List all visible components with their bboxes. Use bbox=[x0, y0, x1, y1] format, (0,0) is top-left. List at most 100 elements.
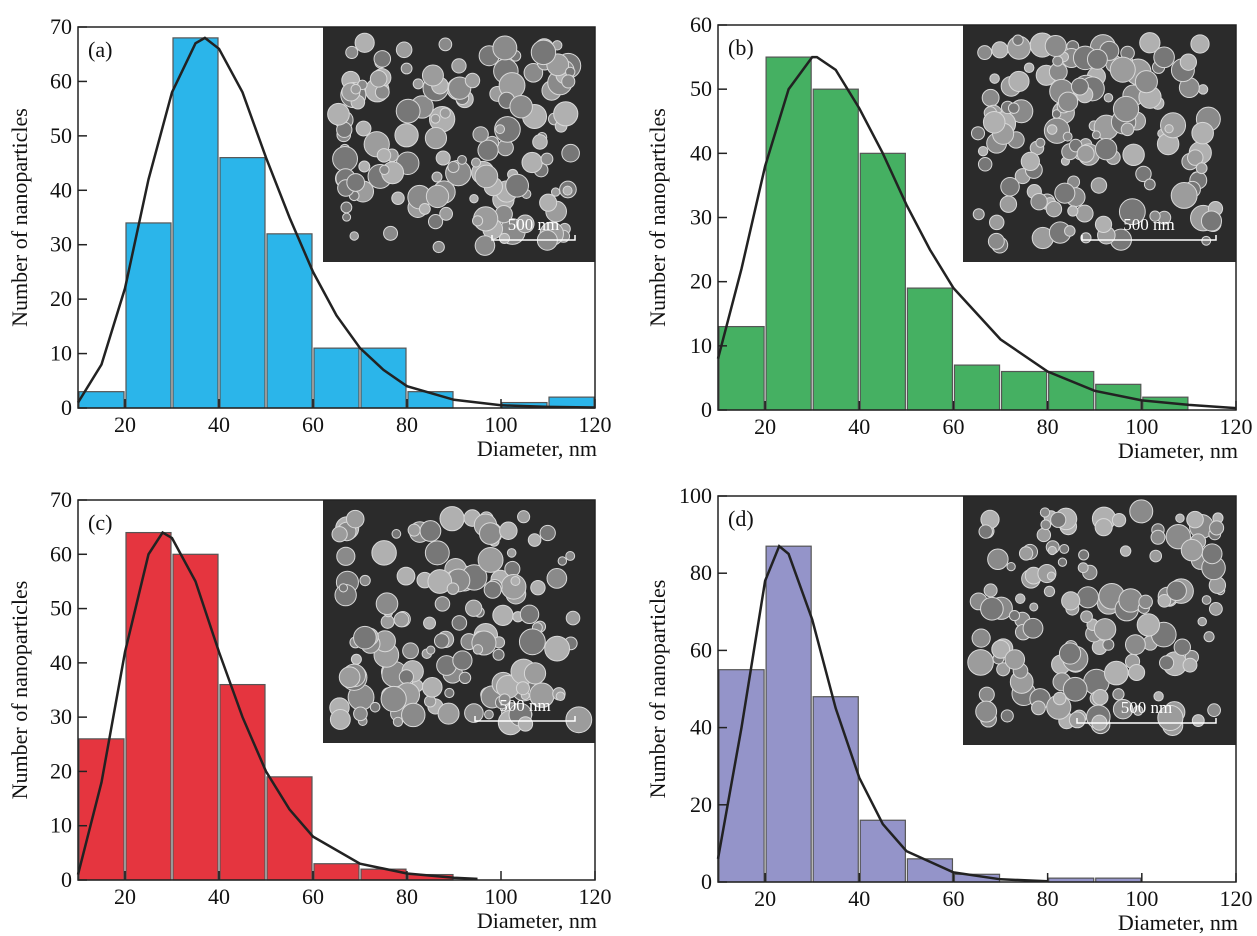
particle bbox=[380, 685, 407, 713]
particle bbox=[474, 164, 499, 189]
particle bbox=[989, 73, 1000, 84]
y-tick-label: 40 bbox=[50, 177, 72, 202]
particle bbox=[991, 41, 1009, 59]
particle bbox=[970, 126, 986, 141]
particle bbox=[1000, 176, 1020, 197]
particle bbox=[446, 582, 460, 595]
particle bbox=[492, 648, 505, 661]
particle bbox=[451, 58, 467, 74]
x-tick-label: 20 bbox=[114, 412, 136, 437]
particle bbox=[527, 533, 542, 547]
particle bbox=[1061, 591, 1081, 611]
particle bbox=[1103, 92, 1114, 103]
particle bbox=[1047, 545, 1057, 556]
particle bbox=[1020, 151, 1040, 172]
particle bbox=[407, 523, 421, 537]
particle bbox=[438, 37, 453, 52]
bar bbox=[360, 347, 407, 409]
particle bbox=[471, 215, 484, 227]
particle bbox=[1175, 513, 1185, 523]
bar bbox=[859, 819, 906, 883]
particle bbox=[1030, 193, 1048, 211]
panel-label: (b) bbox=[728, 35, 754, 60]
particle bbox=[1191, 121, 1214, 145]
particle bbox=[421, 64, 444, 87]
particle bbox=[1207, 703, 1221, 718]
particle bbox=[1091, 130, 1101, 140]
particle bbox=[353, 706, 368, 722]
particle bbox=[391, 191, 405, 205]
particle bbox=[447, 160, 460, 174]
particle bbox=[1119, 545, 1132, 557]
particle bbox=[1182, 657, 1198, 673]
particle bbox=[1059, 543, 1070, 554]
particle bbox=[557, 556, 568, 566]
particle bbox=[478, 522, 502, 545]
y-axis-label: Number of nanoparticles bbox=[645, 108, 670, 327]
particle bbox=[1112, 699, 1134, 720]
particle bbox=[565, 706, 593, 734]
particle bbox=[1157, 704, 1184, 731]
x-tick-label: 40 bbox=[208, 412, 230, 437]
particle bbox=[469, 193, 479, 204]
particle bbox=[983, 583, 998, 598]
particle bbox=[1173, 638, 1191, 656]
particle bbox=[1197, 84, 1209, 95]
x-tick-label: 40 bbox=[208, 884, 230, 909]
particle bbox=[350, 83, 362, 95]
particle bbox=[1208, 601, 1223, 616]
x-tick-label: 80 bbox=[396, 412, 418, 437]
particle bbox=[395, 98, 421, 124]
y-tick-label: 10 bbox=[50, 813, 72, 838]
particle bbox=[1180, 538, 1204, 562]
plot-frame bbox=[77, 26, 596, 409]
plot-frame bbox=[77, 499, 596, 881]
particle bbox=[1057, 557, 1068, 567]
particle bbox=[1197, 616, 1207, 627]
particle bbox=[472, 644, 484, 655]
fit-curve bbox=[716, 55, 1237, 410]
particle bbox=[518, 628, 546, 656]
y-tick-label: 0 bbox=[701, 869, 712, 894]
particle bbox=[991, 639, 1011, 659]
particle bbox=[499, 521, 518, 540]
bar bbox=[313, 863, 360, 881]
x-tick-label: 60 bbox=[302, 412, 324, 437]
particle bbox=[412, 78, 424, 90]
particle bbox=[402, 642, 419, 660]
bar bbox=[266, 776, 313, 881]
particle bbox=[1014, 593, 1026, 604]
particle bbox=[1004, 649, 1026, 670]
particle bbox=[1076, 144, 1095, 163]
particle bbox=[472, 126, 489, 143]
y-axis-label: Number of nanoparticles bbox=[645, 580, 670, 799]
particle bbox=[523, 662, 547, 685]
particle bbox=[1094, 518, 1113, 537]
particle bbox=[439, 206, 454, 221]
x-tick-label: 120 bbox=[1220, 414, 1253, 439]
x-tick-label: 60 bbox=[942, 886, 964, 911]
particle bbox=[498, 693, 511, 706]
particle bbox=[977, 45, 993, 61]
particle bbox=[332, 145, 359, 172]
scale-bar-label: 500 nm bbox=[508, 215, 559, 234]
particle bbox=[345, 45, 359, 59]
particle bbox=[451, 615, 468, 631]
y-tick-label: 60 bbox=[690, 637, 712, 662]
particle bbox=[1203, 631, 1215, 643]
particle bbox=[1000, 709, 1014, 723]
particle bbox=[369, 70, 388, 88]
y-tick-label: 10 bbox=[50, 341, 72, 366]
particle bbox=[423, 616, 437, 630]
y-tick-label: 40 bbox=[50, 650, 72, 675]
particle bbox=[1076, 586, 1099, 609]
x-tick-label: 20 bbox=[754, 414, 776, 439]
y-tick-label: 20 bbox=[690, 269, 712, 294]
particle bbox=[419, 520, 442, 542]
particle bbox=[1023, 62, 1035, 74]
x-tick-label: 20 bbox=[114, 884, 136, 909]
particle bbox=[1124, 634, 1146, 656]
particle bbox=[424, 127, 448, 150]
particle bbox=[1136, 613, 1161, 637]
particle bbox=[1045, 200, 1063, 218]
